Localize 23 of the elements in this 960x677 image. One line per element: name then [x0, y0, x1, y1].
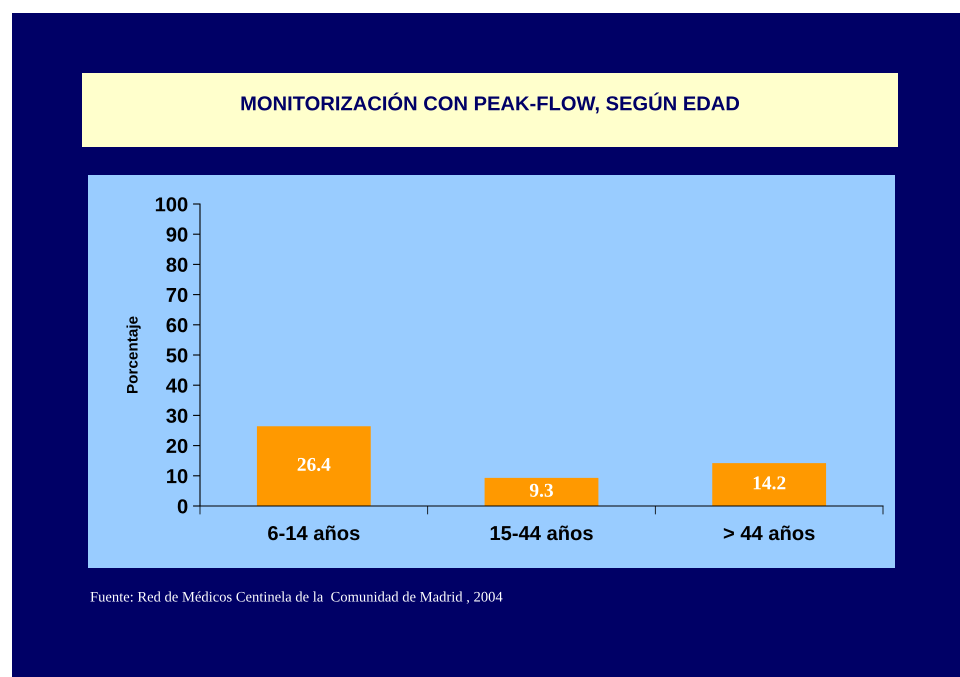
- y-tick-label: 40: [166, 378, 188, 393]
- y-tick-label: 10: [167, 469, 188, 484]
- y-tick-label: 30: [166, 408, 188, 423]
- y-axis-title: Porcentaje: [126, 316, 141, 394]
- bar: [484, 478, 598, 506]
- x-tick-label: 15-44 años: [490, 526, 593, 540]
- y-tick-label: 0: [178, 499, 188, 514]
- y-tick-label: 20: [166, 438, 188, 454]
- chart-title: MONITORIZACIÓN CON PEAK-FLOW, SEGÚN EDAD: [241, 92, 740, 114]
- bar: [712, 463, 826, 506]
- x-tick-label: 6-14 años: [268, 526, 360, 540]
- y-tick-label: 60: [166, 318, 188, 332]
- data-label: 9.3: [530, 484, 553, 497]
- y-tick-label: 70: [166, 288, 188, 302]
- bar: [256, 426, 371, 506]
- data-label: 14.2: [754, 476, 786, 490]
- data-label: 26.4: [298, 458, 330, 472]
- y-tick-label: 100: [156, 197, 188, 212]
- y-tick-label: 90: [166, 227, 188, 242]
- x-tick-label: > 44 años: [724, 526, 815, 540]
- y-tick-label: 50: [166, 348, 188, 362]
- y-tick-label: 80: [166, 258, 188, 272]
- source-note: Fuente: Red de Médicos Centinela de la Comunidad de Madrid , 2004: [90, 591, 502, 604]
